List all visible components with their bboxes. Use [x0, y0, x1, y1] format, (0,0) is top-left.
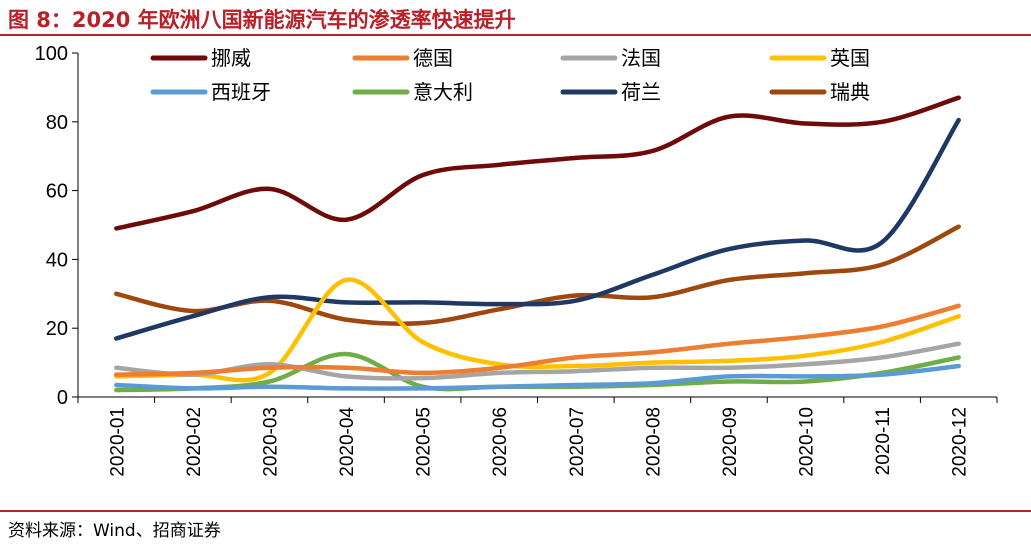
x-tick-label: 2020-02	[184, 407, 205, 477]
y-tick-label: 20	[46, 318, 68, 340]
x-tick-label: 2020-09	[720, 407, 741, 477]
figure-title: 图 8：2020 年欧洲八国新能源汽车的渗透率快速提升	[8, 8, 516, 32]
legend-label: 意大利	[413, 80, 473, 104]
series-line	[114, 363, 961, 391]
y-tick-label: 100	[35, 43, 68, 65]
x-tick-label: 2020-04	[337, 407, 358, 477]
x-tick-label: 2020-06	[490, 407, 511, 477]
series-line	[114, 303, 961, 377]
series-lines	[114, 95, 961, 393]
x-tick-label: 2020-01	[107, 407, 128, 477]
x-tick-label: 2020-07	[567, 407, 588, 477]
legend-label: 英国	[830, 46, 870, 70]
y-tick-label: 80	[46, 112, 68, 134]
chart-axes: 0 20 40 60 80 100 2020-01 2020-02 2020-03 2020-04…	[35, 43, 998, 477]
x-tick-label: 2020-10	[797, 407, 818, 477]
legend-label: 德国	[413, 46, 453, 70]
legend-label: 法国	[621, 46, 661, 70]
y-tick-label: 40	[46, 249, 68, 271]
series-line	[114, 117, 961, 341]
source-rule	[0, 510, 1031, 512]
legend-label: 西班牙	[211, 80, 271, 104]
x-tick-label: 2020-05	[414, 407, 435, 477]
title-rule	[0, 34, 1031, 36]
legend-label: 挪威	[211, 46, 251, 70]
legend-label: 荷兰	[621, 80, 661, 104]
series-line	[114, 224, 961, 326]
source-note: 资料来源：Wind、招商证券	[8, 521, 221, 541]
x-tick-label: 2020-12	[950, 407, 971, 477]
line-chart: 0 20 40 60 80 100 2020-01 2020-02 2020-03 2020-04…	[35, 43, 998, 477]
x-tick-label: 2020-11	[873, 407, 894, 475]
legend-label: 瑞典	[830, 80, 870, 104]
y-tick-label: 0	[57, 387, 68, 409]
series-line	[114, 341, 961, 381]
series-line	[114, 95, 961, 231]
x-tick-label: 2020-03	[260, 407, 281, 477]
x-tick-label: 2020-08	[643, 407, 664, 477]
y-tick-label: 60	[46, 181, 68, 203]
